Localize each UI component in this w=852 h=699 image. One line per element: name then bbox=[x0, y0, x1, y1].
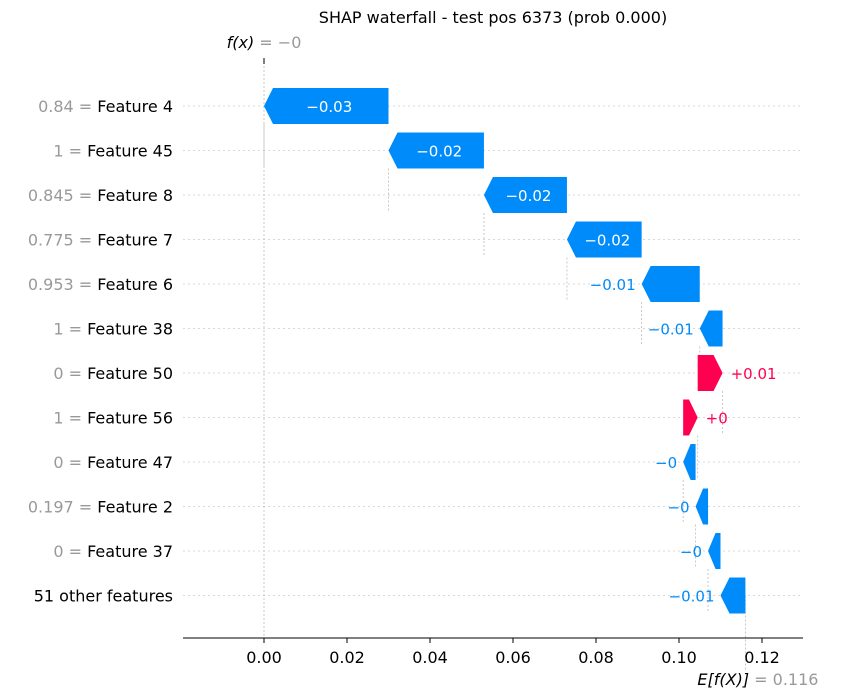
bar-value-label: −0 bbox=[667, 499, 689, 517]
waterfall-bar bbox=[720, 577, 746, 614]
base-symbol: E[f(X)] bbox=[697, 670, 754, 689]
feature-name: 51 other features bbox=[34, 587, 173, 606]
x-tick-label: 0.10 bbox=[661, 648, 697, 667]
feature-value: 0.197 = bbox=[28, 498, 97, 517]
waterfall-bar bbox=[264, 88, 389, 124]
x-tick-label: 0.12 bbox=[744, 648, 780, 667]
feature-label: 1 = Feature 38 bbox=[53, 320, 173, 339]
feature-name: Feature 37 bbox=[87, 542, 173, 561]
feature-label: 0.775 = Feature 7 bbox=[28, 231, 173, 250]
connector-lines bbox=[263, 58, 746, 670]
feature-name: Feature 2 bbox=[97, 498, 173, 517]
feature-label: 1 = Feature 56 bbox=[53, 409, 173, 428]
waterfall-bar bbox=[695, 488, 709, 525]
feature-name: Feature 4 bbox=[97, 97, 173, 116]
feature-name: Feature 6 bbox=[97, 275, 173, 294]
feature-label: 0.84 = Feature 4 bbox=[38, 97, 173, 116]
feature-value: 0 = bbox=[53, 364, 87, 383]
bar-value-label: −0.02 bbox=[584, 232, 630, 250]
bar-value-label: +0 bbox=[706, 410, 728, 428]
x-tick-label: 0.00 bbox=[246, 648, 282, 667]
bar-value-label: −0 bbox=[655, 454, 677, 472]
fx-annotation: f(x) = −0 bbox=[227, 33, 302, 52]
feature-name: Feature 8 bbox=[97, 186, 173, 205]
feature-name: Feature 7 bbox=[97, 231, 173, 250]
x-tick-label: 0.04 bbox=[412, 648, 448, 667]
chart-title: SHAP waterfall - test pos 6373 (prob 0.0… bbox=[319, 8, 667, 27]
feature-name: Feature 45 bbox=[87, 142, 173, 161]
bar-value-label: −0.01 bbox=[590, 276, 636, 294]
x-axis: 0.00 0.02 0.04 0.06 0.08 0.10 0.12 bbox=[183, 637, 803, 667]
waterfall-bar bbox=[697, 355, 723, 391]
waterfall-bar bbox=[641, 266, 700, 302]
bar-value-label: −0.03 bbox=[306, 98, 352, 116]
fx-symbol: f(x) bbox=[227, 33, 260, 52]
feature-label: 0.953 = Feature 6 bbox=[28, 275, 173, 294]
bar-value-label: −0.01 bbox=[669, 588, 715, 606]
waterfall-bar bbox=[683, 444, 696, 480]
x-tick-label: 0.02 bbox=[329, 648, 365, 667]
feature-name: Feature 56 bbox=[87, 409, 173, 428]
feature-label: 1 = Feature 45 bbox=[53, 142, 173, 161]
feature-name: Feature 50 bbox=[87, 364, 173, 383]
bar-value-label: +0.01 bbox=[731, 365, 777, 383]
waterfall-bar bbox=[683, 399, 698, 436]
feature-label: 0.845 = Feature 8 bbox=[28, 186, 173, 205]
feature-name: Feature 47 bbox=[87, 453, 173, 472]
waterfall-bar bbox=[566, 221, 642, 258]
feature-value: 1 = bbox=[53, 409, 87, 428]
feature-value: 0.84 = bbox=[38, 97, 97, 116]
bars: −0.03 −0.02 −0.02 −0.02 −0.01 −0.01 +0.01 +0 −0 −… bbox=[264, 88, 777, 614]
feature-value: 0.775 = bbox=[28, 231, 97, 250]
bar-value-label: −0.02 bbox=[505, 187, 551, 205]
feature-value: 0.953 = bbox=[28, 275, 97, 294]
base-label: E[f(X)] = 0.116 bbox=[697, 670, 818, 689]
waterfall-bar bbox=[699, 310, 723, 347]
fx-label: f(x) = −0 bbox=[227, 33, 302, 52]
bar-value-label: −0.02 bbox=[416, 143, 462, 161]
feature-value: 0 = bbox=[53, 542, 87, 561]
base-value-annotation: E[f(X)] = 0.116 bbox=[697, 670, 818, 689]
feature-label: 51 other features bbox=[34, 587, 173, 606]
feature-value: 0 = bbox=[53, 453, 87, 472]
x-tick-label: 0.08 bbox=[578, 648, 614, 667]
feature-value: 0.845 = bbox=[28, 186, 97, 205]
feature-value: 1 = bbox=[53, 142, 87, 161]
feature-value: 1 = bbox=[53, 320, 87, 339]
feature-label: 0.197 = Feature 2 bbox=[28, 498, 173, 517]
waterfall-bar bbox=[483, 177, 567, 213]
x-tick-label: 0.06 bbox=[495, 648, 531, 667]
waterfall-bar bbox=[388, 132, 484, 169]
feature-label: 0 = Feature 47 bbox=[53, 453, 173, 472]
feature-label: 0 = Feature 50 bbox=[53, 364, 173, 383]
feature-label: 0 = Feature 37 bbox=[53, 542, 173, 561]
bar-value-label: −0.01 bbox=[648, 321, 694, 339]
fx-value: = −0 bbox=[259, 33, 301, 52]
bar-value-label: −0 bbox=[680, 543, 702, 561]
waterfall-bar bbox=[708, 533, 721, 569]
row-labels: 0.84 = Feature 4 1 = Feature 45 0.845 = Fe… bbox=[28, 97, 173, 606]
base-value: = 0.116 bbox=[754, 670, 818, 689]
feature-name: Feature 38 bbox=[87, 320, 173, 339]
